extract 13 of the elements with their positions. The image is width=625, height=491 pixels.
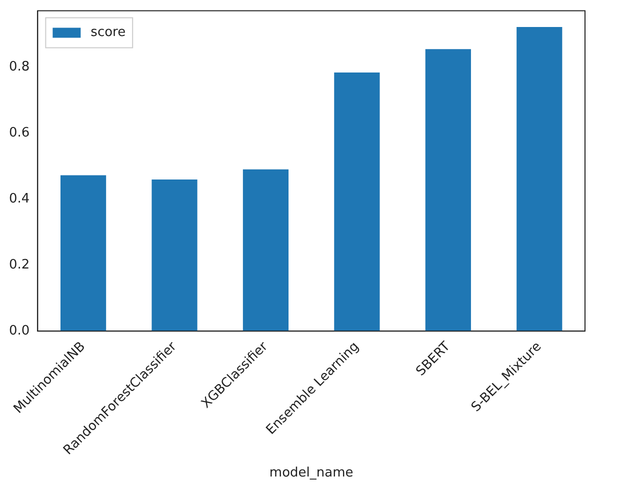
bar: [152, 180, 198, 332]
bar: [242, 169, 289, 332]
bar: [60, 175, 106, 332]
bar: [516, 26, 562, 332]
y-tick-label: 0.2: [8, 257, 30, 272]
y-tick-label: 0.6: [8, 125, 30, 140]
bar: [425, 49, 471, 332]
y-tick-label: 0.0: [8, 324, 30, 339]
y-tick-label: 0.4: [8, 191, 30, 206]
legend-label: score: [90, 25, 126, 40]
bar: [334, 72, 380, 332]
y-tick-label: 0.8: [8, 59, 30, 74]
x-axis-title: model_name: [269, 466, 354, 481]
